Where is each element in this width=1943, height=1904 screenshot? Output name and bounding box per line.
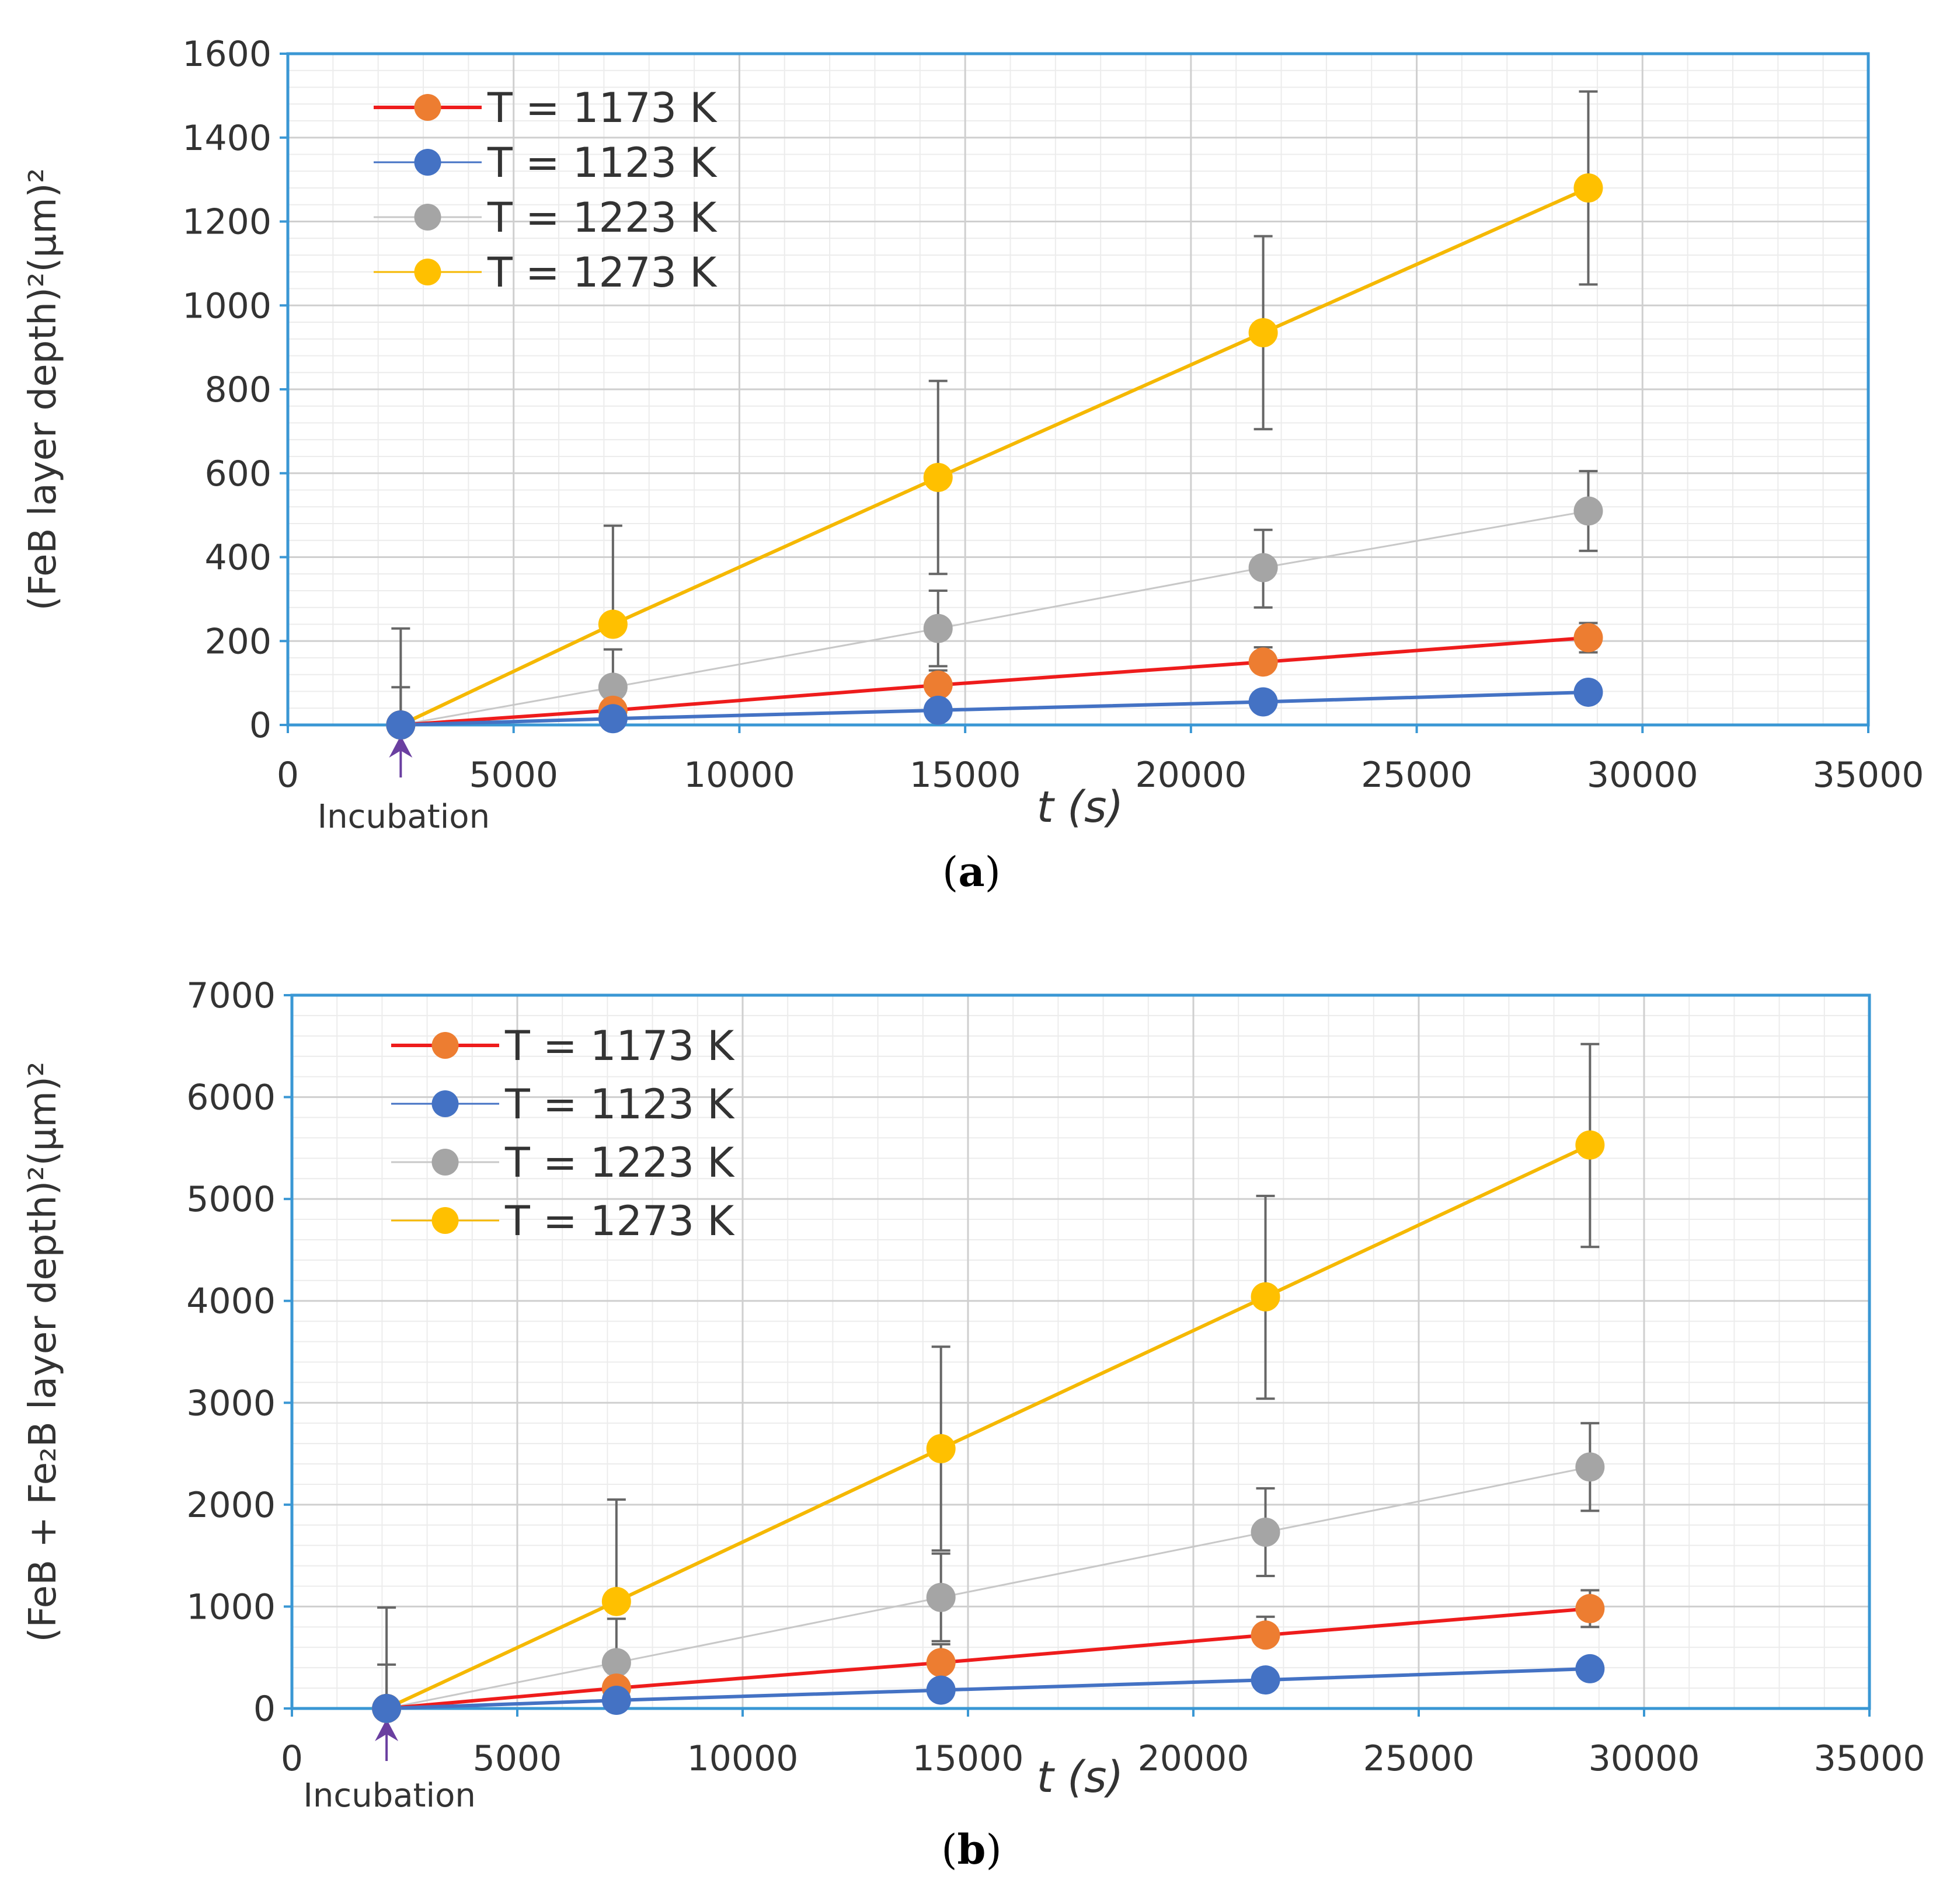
data-point (923, 670, 953, 700)
x-tick-label: 5000 (473, 1738, 562, 1779)
y-tick-label: 1600 (182, 34, 271, 75)
x-tick-label: 35000 (1814, 1738, 1925, 1779)
legend-entry: T = 1223 K (504, 1139, 735, 1187)
y-tick-label: 200 (204, 621, 271, 662)
data-point (1573, 623, 1603, 653)
x-axis-label: t (s) (1037, 1752, 1124, 1802)
x-tick-label: 20000 (1135, 755, 1246, 796)
incubation-arrow-head (375, 1719, 399, 1741)
data-point (598, 704, 628, 734)
x-tick-label: 0 (277, 755, 299, 796)
legend-marker (431, 1207, 459, 1234)
data-point (601, 1686, 631, 1715)
series-line (401, 636, 1589, 727)
legend-marker (414, 204, 441, 231)
panel-label: (b) (941, 1825, 1002, 1874)
incubation-label: Incubation (318, 798, 490, 836)
data-point (1248, 318, 1278, 347)
data-point (601, 1648, 631, 1678)
data-point (923, 695, 953, 725)
data-point (1248, 647, 1278, 677)
y-tick-label: 7000 (186, 975, 276, 1016)
legend-entry: T = 1173 K (504, 1022, 735, 1070)
legend-entry: T = 1123 K (487, 139, 718, 187)
data-point (1573, 677, 1603, 707)
legend-marker (431, 1032, 459, 1059)
panel-label: (a) (942, 848, 1001, 896)
incubation-arrow-head (389, 735, 413, 758)
x-tick-label: 5000 (469, 755, 558, 796)
y-tick-label: 6000 (186, 1077, 276, 1118)
data-point (598, 609, 628, 639)
data-point (386, 710, 416, 740)
data-point (1251, 1665, 1280, 1695)
incubation-label: Incubation (303, 1777, 475, 1815)
legend-marker (414, 259, 441, 285)
x-tick-label: 25000 (1361, 755, 1472, 796)
y-tick-label: 2000 (186, 1485, 276, 1526)
legend-marker (414, 149, 441, 176)
panel-a: 0 5000 10000 15000 20000 25000 30000 35000 0 200 4… (22, 34, 1924, 896)
legend-marker (431, 1149, 459, 1176)
y-axis-label: (FeB layer depth)²(μm)² (22, 168, 65, 611)
x-tick-label: 30000 (1587, 755, 1698, 796)
y-tick-label: 800 (204, 369, 271, 410)
data-point (1575, 1130, 1605, 1160)
x-tick-label: 15000 (910, 755, 1021, 796)
series-line (401, 510, 1589, 726)
y-tick-label: 4000 (186, 1281, 276, 1322)
y-tick-label: 5000 (186, 1179, 276, 1220)
data-point (1251, 1620, 1280, 1650)
series-line (386, 1466, 1590, 1710)
data-point (1575, 1452, 1605, 1482)
y-tick-label: 1000 (182, 285, 271, 326)
legend-entry: T = 1173 K (487, 84, 718, 132)
x-tick-label: 10000 (687, 1738, 799, 1779)
x-tick-label: 0 (281, 1738, 303, 1779)
y-tick-label: 1200 (182, 202, 271, 243)
y-tick-label: 400 (204, 538, 271, 578)
x-axis-label: t (s) (1037, 782, 1124, 832)
x-tick-label: 10000 (684, 755, 795, 796)
data-point (926, 1434, 956, 1463)
legend-marker (431, 1090, 459, 1117)
y-tick-label: 600 (204, 454, 271, 494)
y-tick-label: 0 (253, 1689, 276, 1729)
data-point (926, 1675, 956, 1705)
y-tick-label: 1400 (182, 118, 271, 159)
panel-b: 0 5000 10000 15000 20000 25000 30000 35000 0 1000… (22, 975, 1925, 1874)
data-point (372, 1694, 402, 1723)
x-tick-label: 25000 (1363, 1738, 1475, 1779)
data-point (1573, 173, 1603, 203)
data-point (1251, 1282, 1280, 1312)
data-point (926, 1648, 956, 1678)
legend-entry: T = 1223 K (487, 194, 718, 242)
x-tick-label: 35000 (1813, 755, 1924, 796)
y-tick-label: 3000 (186, 1383, 276, 1424)
data-point (923, 613, 953, 643)
y-axis-label: (FeB + Fe₂B layer depth)²(μm)² (22, 1062, 65, 1643)
data-point (601, 1586, 631, 1616)
legend-entry: T = 1273 K (487, 249, 718, 297)
data-point (1251, 1517, 1280, 1547)
data-point (1573, 496, 1603, 526)
legend-entry: T = 1273 K (504, 1197, 735, 1245)
legend-entry: T = 1123 K (504, 1080, 735, 1128)
data-point (1575, 1654, 1605, 1683)
data-point (598, 672, 628, 702)
x-tick-label: 30000 (1589, 1738, 1700, 1779)
data-point (1248, 687, 1278, 717)
y-tick-label: 1000 (186, 1586, 276, 1627)
data-point (1248, 553, 1278, 583)
y-tick-label: 0 (249, 705, 271, 746)
legend-marker (414, 94, 441, 121)
x-tick-label: 15000 (913, 1738, 1024, 1779)
data-point (1575, 1593, 1605, 1623)
data-point (926, 1582, 956, 1612)
data-point (923, 462, 953, 492)
plot-area-frame (290, 993, 1871, 1710)
x-tick-label: 20000 (1138, 1738, 1249, 1779)
